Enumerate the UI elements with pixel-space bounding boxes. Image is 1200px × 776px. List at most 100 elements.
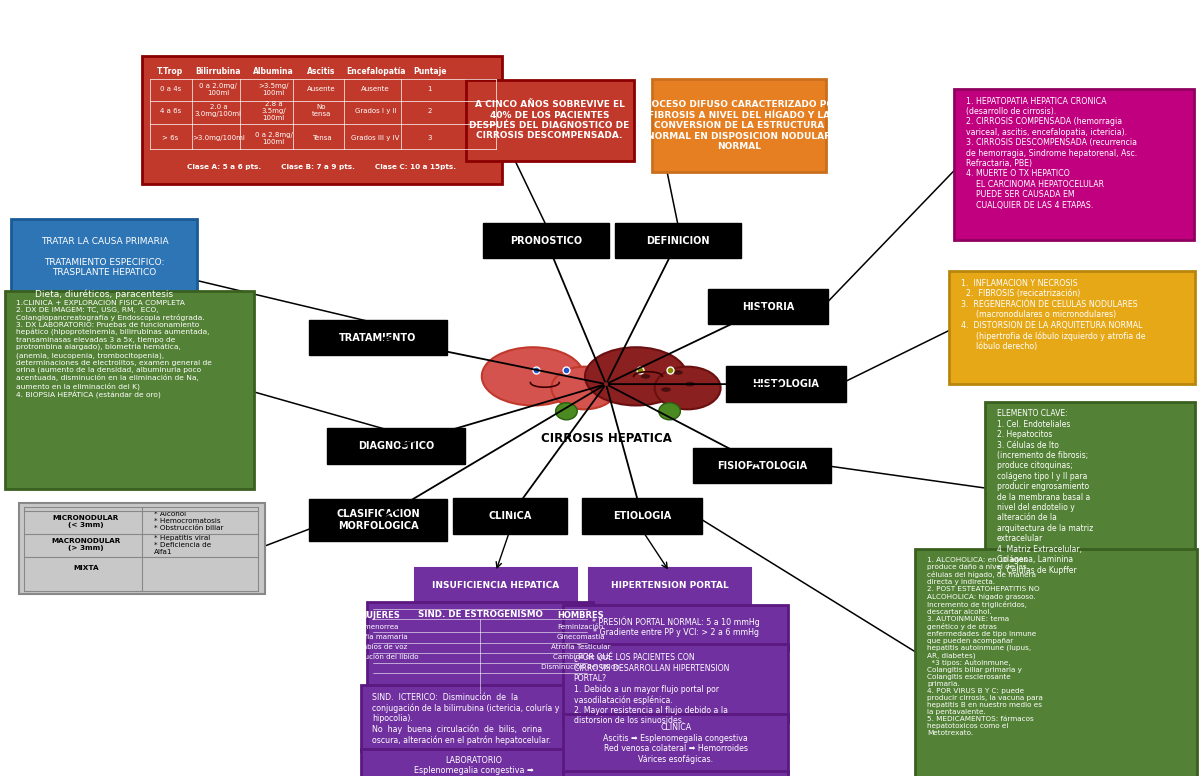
Text: Puntaje: Puntaje: [413, 67, 446, 76]
FancyBboxPatch shape: [694, 448, 830, 483]
Ellipse shape: [685, 382, 695, 386]
FancyBboxPatch shape: [563, 644, 788, 722]
Text: 2.0 a
3.0mg/100ml: 2.0 a 3.0mg/100ml: [194, 105, 242, 117]
Text: Ausente: Ausente: [307, 86, 336, 92]
FancyBboxPatch shape: [484, 223, 610, 258]
Text: Cambios de voz: Cambios de voz: [553, 654, 608, 660]
Ellipse shape: [661, 387, 671, 392]
FancyBboxPatch shape: [708, 289, 828, 324]
Text: >3.5mg/
100ml: >3.5mg/ 100ml: [258, 83, 289, 95]
Text: CLINICA
Ascitis ➡ Esplenomegalia congestiva
Red venosa colateral ➡ Hemorroides
V: CLINICA Ascitis ➡ Esplenomegalia congest…: [604, 723, 748, 764]
FancyBboxPatch shape: [653, 79, 827, 172]
Text: 1.  INFLAMACION Y NECROSIS
  2.  FIBROSIS (recicatrización)
3.  REGENERACIÓN DE : 1. INFLAMACION Y NECROSIS 2. FIBROSIS (r…: [961, 279, 1145, 351]
FancyBboxPatch shape: [582, 498, 702, 534]
FancyBboxPatch shape: [563, 714, 788, 773]
FancyBboxPatch shape: [563, 771, 788, 776]
Text: CIRROSIS HEPATICA: CIRROSIS HEPATICA: [540, 432, 672, 445]
FancyBboxPatch shape: [142, 57, 502, 185]
Text: ELEMENTO CLAVE:
1. Cel. Endoteliales
2. Hepatocitos
3. Células de Ito
(increment: ELEMENTO CLAVE: 1. Cel. Endoteliales 2. …: [997, 410, 1093, 575]
FancyBboxPatch shape: [466, 80, 634, 161]
Ellipse shape: [673, 370, 683, 375]
Text: 2.8 a
3.5mg/
100ml: 2.8 a 3.5mg/ 100ml: [262, 101, 286, 121]
FancyBboxPatch shape: [5, 291, 254, 490]
Text: PRONOSTICO: PRONOSTICO: [510, 236, 582, 245]
FancyBboxPatch shape: [18, 503, 265, 594]
Text: T.Trop: T.Trop: [157, 67, 184, 76]
Text: Tensa: Tensa: [312, 135, 331, 141]
Text: CLASIFICACION
MORFOLOGICA: CLASIFICACION MORFOLOGICA: [336, 509, 420, 531]
Text: Atrofia mamaria: Atrofia mamaria: [350, 634, 408, 640]
Text: > 6s: > 6s: [162, 135, 179, 141]
Text: HIPERTENSION PORTAL: HIPERTENSION PORTAL: [611, 581, 728, 591]
Ellipse shape: [659, 403, 680, 420]
Text: Atrofia Testicular: Atrofia Testicular: [551, 644, 611, 650]
Text: Grados I y II: Grados I y II: [355, 108, 396, 114]
Text: No
tensa: No tensa: [312, 105, 331, 117]
Text: 0 a 2.8mg/
100ml: 0 a 2.8mg/ 100ml: [254, 132, 293, 144]
Text: LABORATORIO
Esplenomegalia congestiva ➡
hiperesplenismo ➡ leucopenia,
trombocito: LABORATORIO Esplenomegalia congestiva ➡ …: [412, 756, 536, 776]
Text: Clase A: 5 a 6 pts.        Clase B: 7 a 9 pts.        Clase C: 10 a 15pts.: Clase A: 5 a 6 pts. Clase B: 7 a 9 pts. …: [187, 164, 456, 170]
Text: SIND.  ICTERICO:  Disminución  de  la
conjugación de la bilirrubina (ictericia, : SIND. ICTERICO: Disminución de la conjug…: [372, 693, 559, 745]
Text: HISTOLOGIA: HISTOLOGIA: [752, 379, 820, 389]
Text: Ausente: Ausente: [361, 86, 390, 92]
Text: MICRONODULAR
(< 3mm): MICRONODULAR (< 3mm): [53, 515, 119, 528]
Text: Albumina: Albumina: [253, 67, 294, 76]
Ellipse shape: [641, 374, 650, 379]
Text: Amenorrea: Amenorrea: [360, 624, 398, 630]
FancyBboxPatch shape: [563, 605, 788, 650]
Text: A CINCO AÑOS SOBREVIVE EL
40% DE LOS PACIENTES
DESPUÉS DEL DIAGNOSTICO DE
CIRROS: A CINCO AÑOS SOBREVIVE EL 40% DE LOS PAC…: [469, 100, 630, 140]
Text: 1. HEPATOPATIA HEPATICA CRONICA
(desarrollo de cirrosis).
2. CIRROSIS COMPENSADA: 1. HEPATOPATIA HEPATICA CRONICA (desarro…: [966, 96, 1138, 210]
Text: MIXTA: MIXTA: [73, 565, 98, 571]
Text: FISIOPATOLOGIA: FISIOPATOLOGIA: [716, 461, 808, 470]
FancyBboxPatch shape: [11, 220, 197, 317]
Text: ETIOLOGIA: ETIOLOGIA: [613, 511, 671, 521]
Text: Encefalopatía: Encefalopatía: [346, 67, 406, 76]
Text: Cambios de voz: Cambios de voz: [352, 644, 407, 650]
Text: ¿POR QUÉ LOS PACIENTES CON
CIRROSIS DESARROLLAN HIPERTENSION
PORTAL?
1. Debido a: ¿POR QUÉ LOS PACIENTES CON CIRROSIS DESA…: [574, 652, 728, 726]
Ellipse shape: [586, 348, 686, 406]
Text: Ginecomastia: Ginecomastia: [557, 634, 605, 640]
Text: Disminución del libido: Disminución del libido: [340, 654, 419, 660]
Text: Bilirrubina: Bilirrubina: [196, 67, 241, 76]
FancyBboxPatch shape: [361, 685, 587, 751]
Text: MUJERES: MUJERES: [359, 611, 400, 620]
Text: TRATAMIENTO: TRATAMIENTO: [340, 333, 416, 342]
FancyBboxPatch shape: [985, 402, 1195, 576]
Text: DEFINICION: DEFINICION: [647, 236, 709, 245]
FancyBboxPatch shape: [361, 749, 587, 776]
Text: 0 a 2.0mg/
100ml: 0 a 2.0mg/ 100ml: [199, 83, 238, 95]
Text: Disminución del libido: Disminución del libido: [541, 664, 620, 670]
Text: 3: 3: [427, 135, 432, 141]
FancyBboxPatch shape: [616, 223, 740, 258]
Text: >3.0mg/100ml: >3.0mg/100ml: [192, 135, 245, 141]
FancyBboxPatch shape: [415, 568, 577, 604]
FancyBboxPatch shape: [310, 320, 446, 355]
Text: 4 a 6s: 4 a 6s: [160, 108, 181, 114]
Text: 2: 2: [427, 108, 432, 114]
Text: 0 a 4s: 0 a 4s: [160, 86, 181, 92]
Text: CLINICA: CLINICA: [488, 511, 532, 521]
Text: * Hepatitis viral
* Deficiencia de
Alfa1: * Hepatitis viral * Deficiencia de Alfa1: [154, 535, 211, 555]
Text: MACRONODULAR
(> 3mm): MACRONODULAR (> 3mm): [52, 539, 120, 551]
FancyBboxPatch shape: [310, 499, 446, 541]
Ellipse shape: [481, 348, 583, 406]
Text: PROCESO DIFUSO CARACTERIZADO POR
FIBROSIS A NIVEL DEL HÍGADO Y LA
CONVERSION DE : PROCESO DIFUSO CARACTERIZADO POR FIBROSI…: [637, 100, 841, 151]
FancyBboxPatch shape: [726, 366, 846, 402]
FancyBboxPatch shape: [589, 568, 751, 604]
FancyBboxPatch shape: [954, 89, 1194, 241]
Text: Feminización: Feminización: [558, 624, 604, 630]
Text: HISTORIA: HISTORIA: [742, 302, 794, 311]
Text: Ascitis: Ascitis: [307, 67, 336, 76]
Text: DIAGNOSTICO: DIAGNOSTICO: [358, 442, 434, 451]
Text: TRATAR LA CAUSA PRIMARIA

TRATAMIENTO ESPECIFICO:
TRASPLANTE HEPATICO

Dieta, di: TRATAR LA CAUSA PRIMARIA TRATAMIENTO ESP…: [35, 237, 174, 299]
FancyBboxPatch shape: [454, 498, 568, 534]
Ellipse shape: [655, 367, 720, 410]
FancyBboxPatch shape: [916, 549, 1198, 776]
FancyBboxPatch shape: [949, 272, 1195, 384]
Text: 1: 1: [427, 86, 432, 92]
Ellipse shape: [552, 367, 618, 410]
Text: Grados III y IV: Grados III y IV: [352, 135, 400, 141]
FancyBboxPatch shape: [367, 602, 593, 698]
Text: SIND. DE ESTROGENISMO: SIND. DE ESTROGENISMO: [418, 611, 542, 619]
Text: * PRESIÓN PORTAL NORMAL: 5 a 10 mmHg
* Gradiente entre PP y VCI: > 2 a 6 mmHg: * PRESIÓN PORTAL NORMAL: 5 a 10 mmHg * G…: [592, 617, 760, 637]
